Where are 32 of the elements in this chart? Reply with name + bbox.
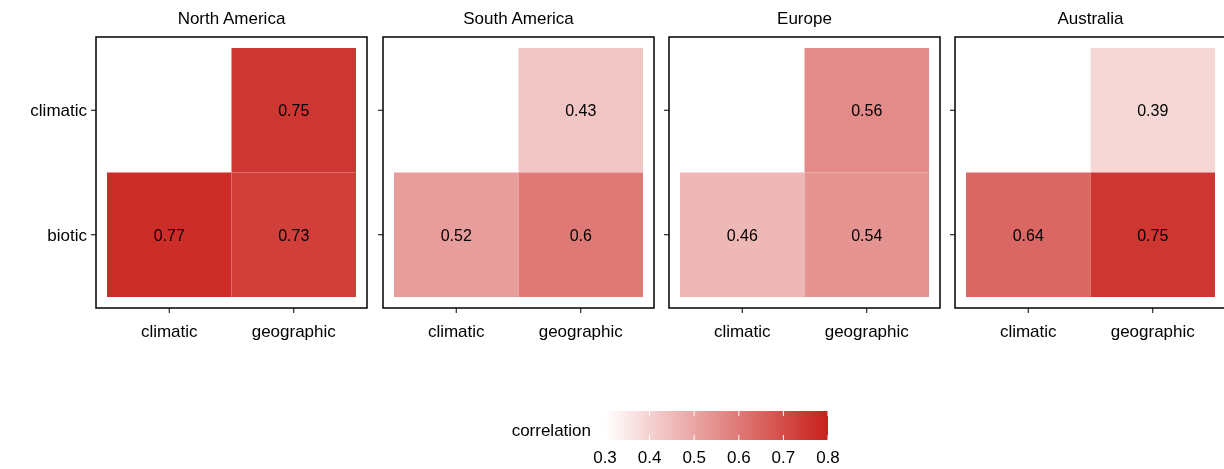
x-tick-label: climatic — [999, 322, 1058, 341]
color-bar-label: 0.3 — [593, 448, 617, 467]
x-tick-label: climatic — [140, 322, 199, 341]
data-label: 0.64 — [1012, 226, 1044, 244]
chart-title: South America — [463, 9, 575, 28]
x-tick-label: geographic — [538, 322, 624, 341]
chart-title: Australia — [1057, 9, 1125, 28]
data-label: 0.52 — [440, 226, 472, 244]
color-bar-label: 0.6 — [726, 448, 751, 467]
x-tick-label: geographic — [251, 322, 337, 341]
data-label: 0.56 — [851, 102, 883, 120]
color-bar-label: 0.7 — [771, 448, 796, 467]
data-label: 0.46 — [726, 226, 758, 244]
data-label: 0.73 — [278, 226, 310, 244]
color-bar-title: correlation — [511, 421, 591, 440]
data-label: 0.39 — [1137, 102, 1169, 120]
chart-title: Europe — [777, 9, 832, 28]
x-tick-label: geographic — [824, 322, 910, 341]
data-label: 0.75 — [1137, 226, 1169, 244]
data-label: 0.43 — [565, 102, 597, 120]
data-label: 0.75 — [278, 102, 310, 120]
x-tick-label: geographic — [1110, 322, 1196, 341]
color-bar-label: 0.5 — [682, 448, 707, 467]
color-bar-label: 0.4 — [637, 448, 662, 467]
data-label: 0.77 — [153, 226, 185, 244]
x-tick-label: climatic — [427, 322, 486, 341]
color-bar-label: 0.8 — [816, 448, 840, 467]
x-tick-label: climatic — [713, 322, 772, 341]
data-label: 0.54 — [851, 226, 883, 244]
data-label: 0.6 — [569, 226, 592, 244]
y-tick-label: biotic — [47, 225, 88, 245]
chart-title: North America — [177, 9, 286, 28]
